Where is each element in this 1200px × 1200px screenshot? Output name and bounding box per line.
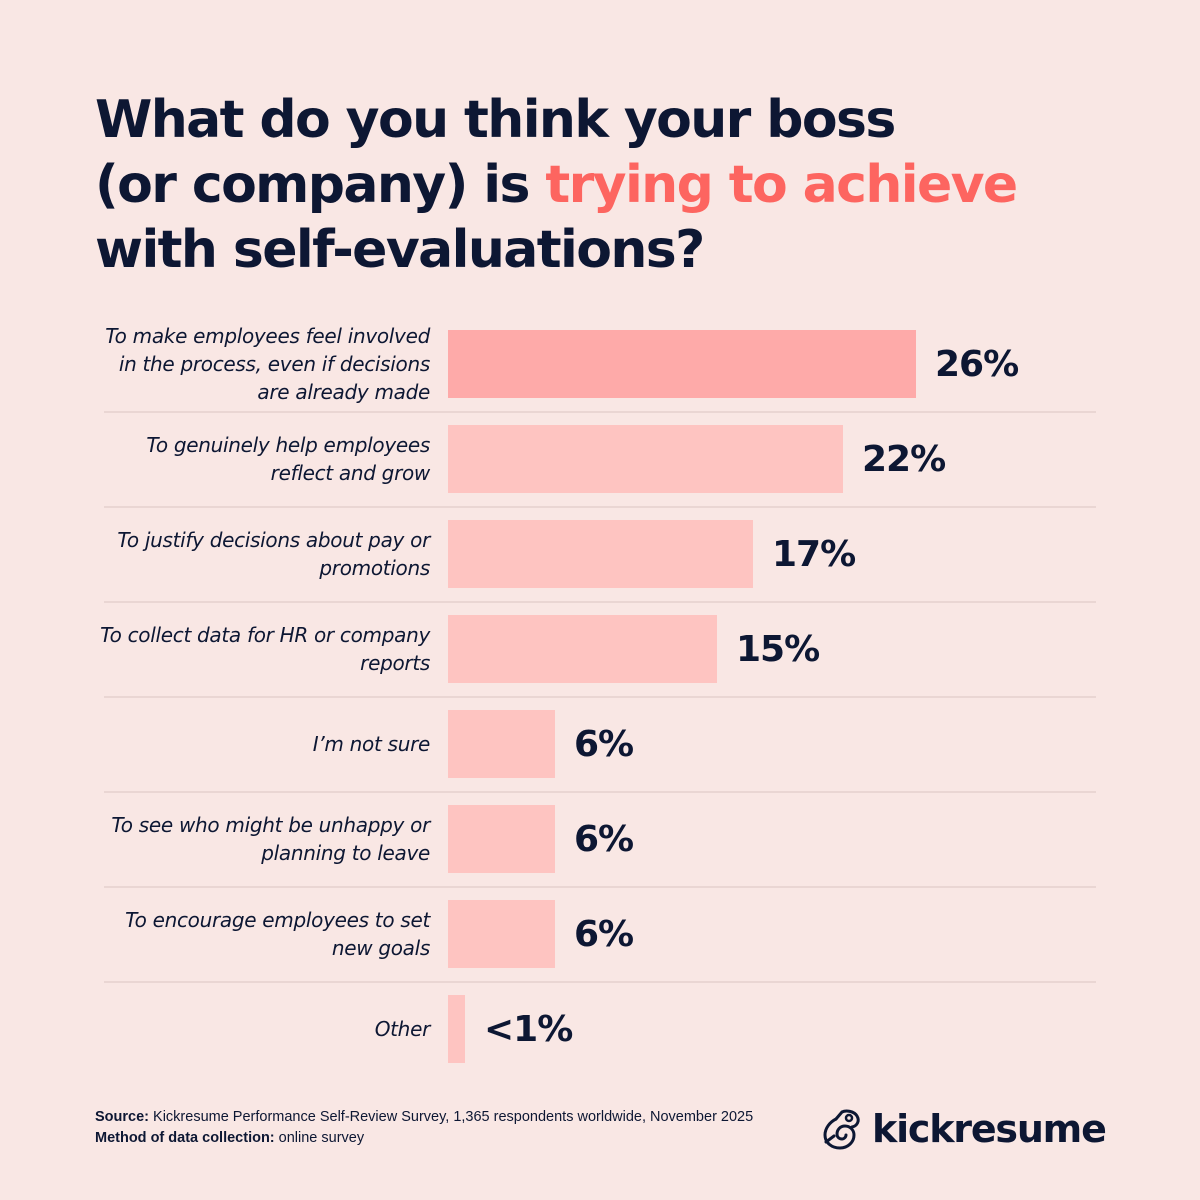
bar — [448, 330, 916, 398]
bar-row: To encourage employees to set new goals … — [104, 900, 1096, 968]
method-label: Method of data collection: — [95, 1130, 275, 1146]
chameleon-logo-icon — [823, 1109, 860, 1150]
bar-row: To see who might be unhappy or planning … — [104, 805, 1096, 873]
bar-row: To make employees feel involved in the p… — [104, 324, 1096, 404]
method-text: online survey — [274, 1130, 365, 1146]
bar — [448, 900, 555, 968]
bar-row: To collect data for HR or company report… — [100, 615, 1096, 683]
bar-label: To justify decisions about pay or promot… — [117, 528, 430, 580]
title-line-3: with self-evaluations? — [95, 220, 705, 280]
bar-value: 17% — [772, 533, 856, 575]
row-divider — [104, 886, 1096, 888]
bar — [448, 520, 753, 588]
bar-label: To make employees feel involved in the p… — [105, 324, 430, 404]
source-footer: Source: Kickresume Performance Self-Revi… — [95, 1107, 753, 1149]
bar-value: 6% — [574, 723, 634, 765]
bar-label: Other — [374, 1017, 431, 1041]
row-divider — [104, 506, 1096, 508]
source-text: Kickresume Performance Self-Review Surve… — [149, 1109, 754, 1125]
title-highlight: trying to achieve — [545, 155, 1018, 215]
bar — [448, 710, 555, 778]
row-divider — [104, 601, 1096, 603]
logo-wordmark: kickresume — [872, 1107, 1107, 1151]
title-line-1: What do you think your boss — [95, 90, 896, 150]
bar-value: <1% — [484, 1008, 573, 1050]
row-divider — [104, 696, 1096, 698]
method-line: Method of data collection: online survey — [95, 1128, 753, 1149]
bar — [448, 615, 717, 683]
bar-row: Other <1% — [104, 995, 1096, 1063]
bar-label: I’m not sure — [312, 732, 431, 756]
bar-label: To see who might be unhappy or planning … — [111, 813, 430, 865]
row-divider — [104, 981, 1096, 983]
row-divider — [104, 791, 1096, 793]
bar-row: I’m not sure 6% — [104, 710, 1096, 778]
bar — [448, 425, 843, 493]
source-line: Source: Kickresume Performance Self-Revi… — [95, 1107, 753, 1128]
row-divider — [104, 411, 1096, 413]
source-label: Source: — [95, 1109, 149, 1125]
bar-row: To genuinely help employees reflect and … — [104, 425, 1096, 493]
kickresume-logo: kickresume — [820, 1106, 1107, 1152]
bar-value: 6% — [574, 913, 634, 955]
bar — [448, 805, 555, 873]
bar-row: To justify decisions about pay or promot… — [104, 520, 1096, 588]
bar-value: 26% — [935, 343, 1019, 385]
bar-value: 6% — [574, 818, 634, 860]
chart-title: What do you think your boss (or company)… — [95, 88, 1095, 283]
bar-value: 22% — [862, 438, 946, 480]
bar-label: To collect data for HR or company report… — [100, 623, 430, 675]
bar-value: 15% — [736, 628, 820, 670]
bar — [448, 995, 465, 1063]
title-line-2: (or company) is — [95, 155, 546, 215]
bar-label: To genuinely help employees reflect and … — [146, 433, 430, 485]
bar-label: To encourage employees to set new goals — [125, 908, 430, 960]
